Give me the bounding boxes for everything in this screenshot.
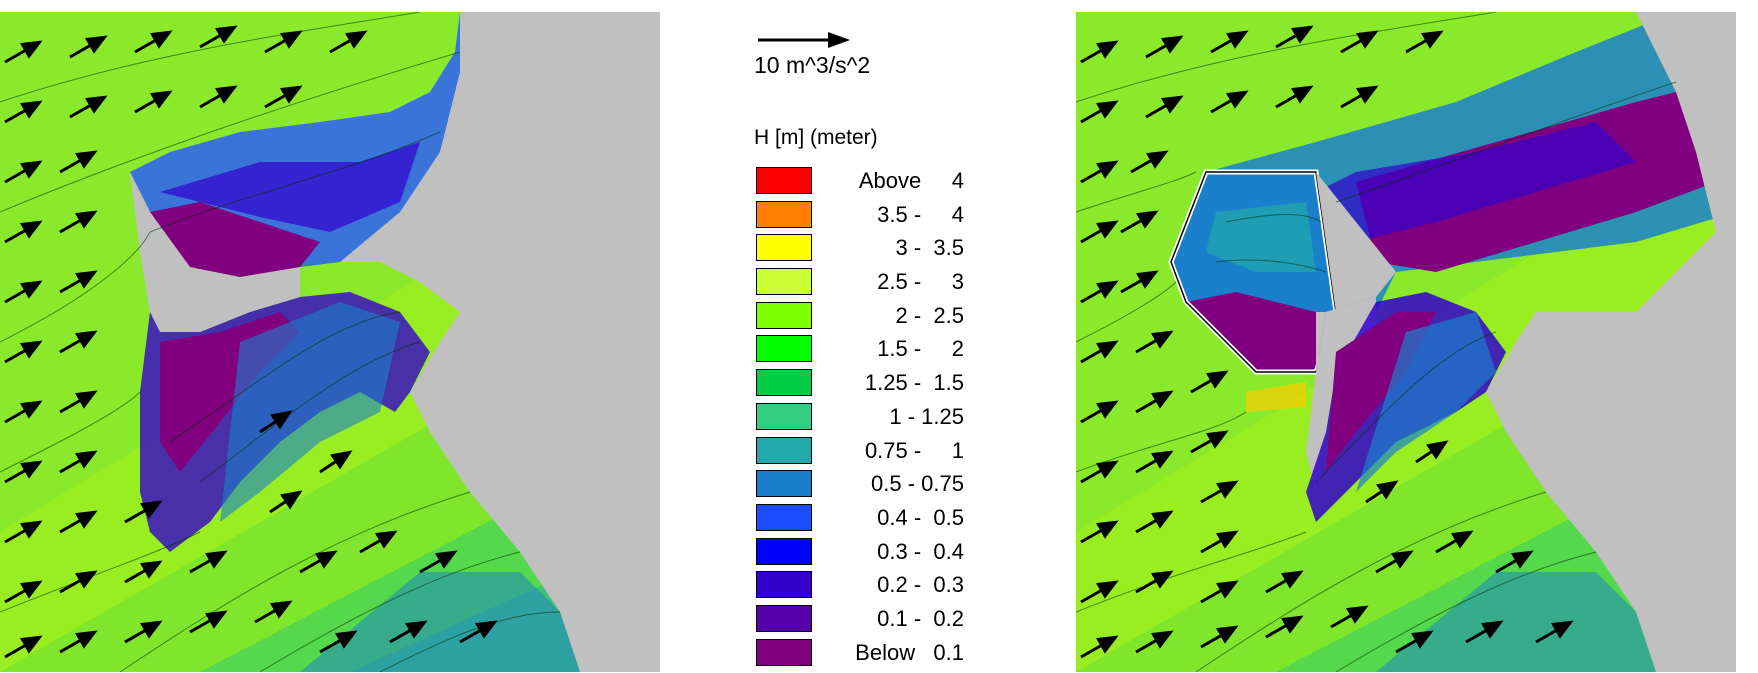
legend-swatch bbox=[756, 571, 812, 599]
legend-swatch bbox=[756, 200, 812, 228]
legend-item: 0.5 - 0.75 bbox=[756, 468, 996, 502]
wave-vectors bbox=[4, 25, 498, 659]
legend-item: Above 4 bbox=[756, 165, 996, 199]
legend-item: 0.75 - 1 bbox=[756, 435, 996, 469]
legend-range-label: 1.25 - 1.5 bbox=[864, 370, 964, 396]
scale-arrow-label: 10 m^3/s^2 bbox=[754, 52, 871, 78]
scale-arrow-icon bbox=[758, 32, 850, 48]
legend-range-label: Above 4 bbox=[858, 168, 964, 193]
legend-swatch bbox=[756, 335, 812, 363]
wave-height-map-existing bbox=[0, 12, 660, 672]
map-right-svg bbox=[1076, 12, 1736, 672]
legend-range-label: 0.4 - 0.5 bbox=[877, 504, 964, 530]
legend-swatch bbox=[756, 436, 812, 464]
legend-range-label: 3 - 3.5 bbox=[895, 235, 964, 261]
legend-swatch bbox=[756, 470, 812, 498]
legend-item: Below 0.1 bbox=[756, 637, 996, 671]
wave-vectors bbox=[1080, 25, 1574, 659]
wave-height-map-with-breakwater bbox=[1076, 12, 1736, 672]
legend-item: 2.5 - 3 bbox=[756, 266, 996, 300]
legend-title: H [m] (meter) bbox=[754, 126, 878, 149]
legend-item: 0.1 - 0.2 bbox=[756, 603, 996, 637]
legend-range-label: 0.2 - 0.3 bbox=[877, 572, 964, 598]
legend-item: 0.2 - 0.3 bbox=[756, 569, 996, 603]
legend-item: 1 - 1.25 bbox=[756, 401, 996, 435]
legend-swatch bbox=[756, 402, 812, 430]
legend-range-label: 2 - 2.5 bbox=[895, 302, 964, 328]
legend-swatch bbox=[756, 301, 812, 329]
legend-swatch bbox=[756, 604, 812, 632]
legend-item: 1.25 - 1.5 bbox=[756, 367, 996, 401]
legend-range-label: 0.1 - 0.2 bbox=[877, 605, 964, 631]
legend-swatch bbox=[756, 234, 812, 262]
legend-item: 2 - 2.5 bbox=[756, 300, 996, 334]
legend-range-label: 0.5 - 0.75 bbox=[871, 471, 964, 497]
legend-range-label: 1.5 - 2 bbox=[877, 336, 964, 362]
legend-item: 3 - 3.5 bbox=[756, 232, 996, 266]
legend-range-label: 3.5 - 4 bbox=[877, 201, 964, 227]
legend-range-label: 2.5 - 3 bbox=[877, 269, 964, 295]
map-left-svg bbox=[0, 12, 660, 672]
legend-swatch bbox=[756, 167, 812, 194]
legend-swatch bbox=[756, 503, 812, 531]
legend-swatch bbox=[756, 537, 812, 565]
legend-item: 0.3 - 0.4 bbox=[756, 536, 996, 570]
legend-item: 3.5 - 4 bbox=[756, 199, 996, 233]
legend-items: Above 4 3.5 - 4 3 - 3.5 2.5 - 3 2 - 2.5 1.5 -… bbox=[756, 165, 996, 670]
legend-swatch bbox=[756, 638, 812, 666]
legend-swatch bbox=[756, 268, 812, 296]
legend-item: 0.4 - 0.5 bbox=[756, 502, 996, 536]
legend-range-label: 0.3 - 0.4 bbox=[877, 538, 964, 564]
legend-range-label: Below 0.1 bbox=[855, 639, 964, 665]
legend-swatch bbox=[756, 369, 812, 397]
legend-item: 1.5 - 2 bbox=[756, 333, 996, 367]
legend-range-label: 1 - 1.25 bbox=[889, 403, 964, 429]
legend-range-label: 0.75 - 1 bbox=[864, 437, 964, 463]
